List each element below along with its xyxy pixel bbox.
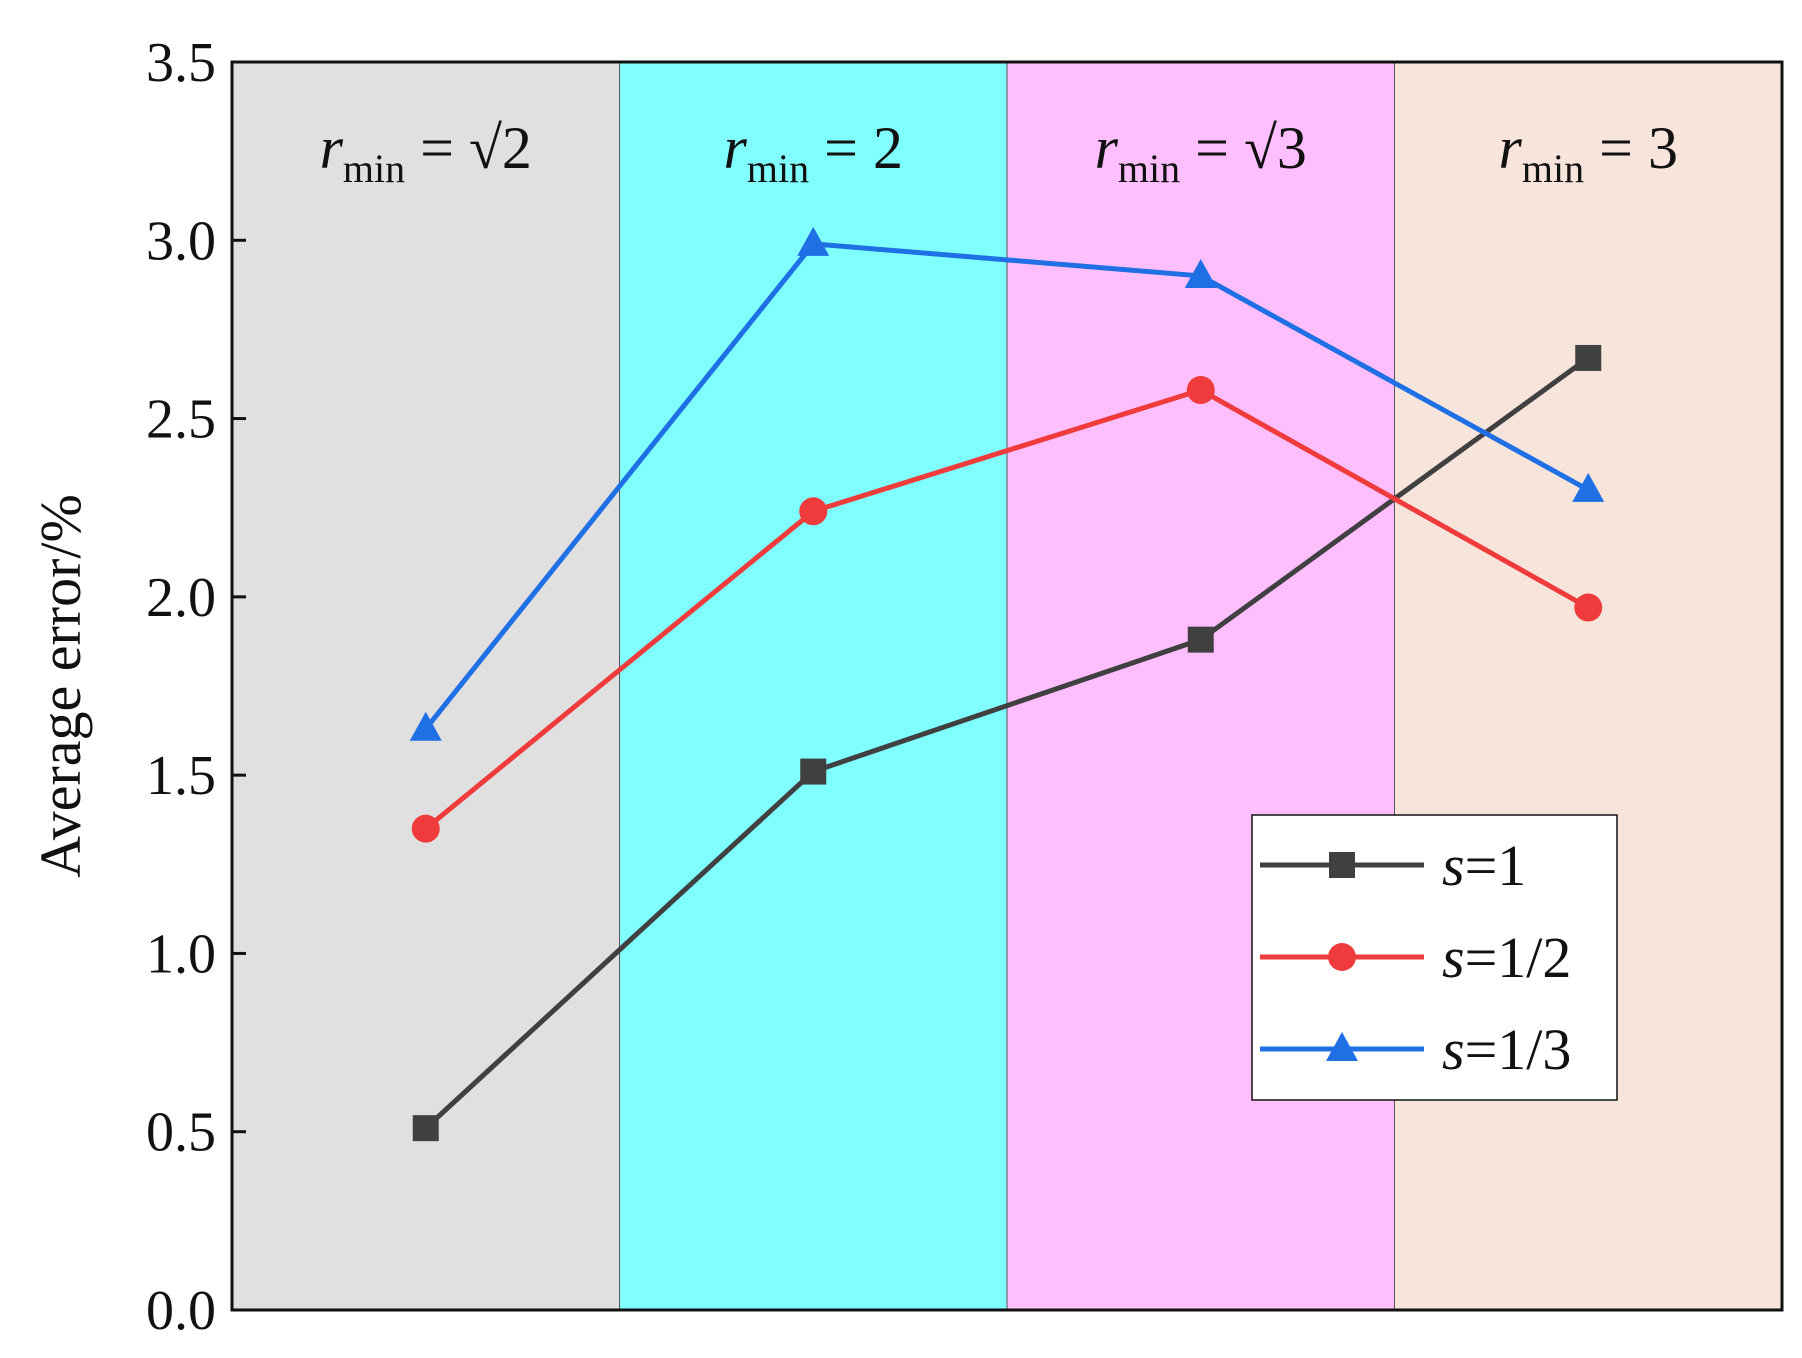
series-1-point-0 [411, 814, 440, 843]
legend-label-rest: =1/2 [1465, 925, 1572, 990]
series-0-point-0 [412, 1115, 439, 1142]
legend-label-rest: =1/3 [1465, 1017, 1572, 1082]
band-label-value: = √2 [405, 115, 532, 181]
band-labels: rmin = √2 rmin = 2 rmin = √3 rmin = 3 [320, 115, 1678, 191]
legend-label-1: s=1/2 [1442, 925, 1571, 990]
legend-label-2: s=1/3 [1442, 1017, 1571, 1082]
series-line-2 [423, 241, 1590, 731]
band-label-var: r [320, 115, 344, 181]
category-bands [231, 61, 1783, 1311]
y-tick-label-1: 0.5 [146, 1102, 216, 1164]
band-label-sub: min [1522, 146, 1584, 191]
plot-frame [230, 60, 1784, 1312]
band-label-sub: min [747, 146, 809, 191]
band-label-value: = √3 [1180, 115, 1307, 181]
legend-label-0: s=1 [1442, 833, 1526, 898]
band-label-value: = 2 [809, 115, 903, 181]
band-label-var: r [1095, 115, 1119, 181]
series-0-point-3 [1575, 344, 1602, 371]
series-line-1 [424, 387, 1590, 831]
series-2-point-0 [409, 711, 442, 741]
band-label-1: rmin = 2 [724, 115, 903, 191]
legend-marker-0 [1329, 852, 1355, 878]
y-axis: 0.0 0.5 1.0 1.5 2.0 2.5 3.0 3.5 [146, 32, 246, 1342]
legend-marker-1 [1328, 943, 1356, 971]
series-2 [409, 226, 1605, 741]
legend: s=1s=1/2s=1/3 [1251, 814, 1618, 1101]
band-label-3: rmin = 3 [1499, 115, 1678, 191]
band-0 [231, 61, 620, 1311]
y-tick-label-2: 1.0 [146, 923, 216, 985]
legend-label-rest: =1 [1465, 833, 1527, 898]
legend-marker-2 [1326, 1032, 1358, 1061]
band-3 [1394, 61, 1783, 1311]
y-tick-label-6: 3.0 [146, 210, 216, 272]
band-label-0: rmin = √2 [320, 115, 532, 191]
band-label-sub: min [1118, 146, 1180, 191]
y-axis-label: Average error/% [28, 494, 93, 878]
y-tick-label-3: 1.5 [146, 745, 216, 807]
y-tick-label-0: 0.0 [146, 1280, 216, 1342]
band-1 [619, 61, 1008, 1311]
series-2-point-1 [797, 226, 830, 256]
series-1-point-3 [1574, 593, 1603, 622]
y-tick-label-5: 2.5 [146, 389, 216, 451]
band-label-var: r [1499, 115, 1523, 181]
band-label-sub: min [343, 146, 405, 191]
band-label-var: r [724, 115, 748, 181]
y-tick-label-4: 2.0 [146, 567, 216, 629]
series-2-point-2 [1184, 258, 1217, 288]
series-2-point-3 [1572, 472, 1605, 502]
band-label-value: = 3 [1584, 115, 1678, 181]
data-series [409, 226, 1605, 1142]
series-1-point-1 [799, 497, 828, 526]
legend-label-var: s [1442, 1017, 1465, 1082]
series-0-point-1 [800, 758, 827, 785]
legend-label-var: s [1442, 925, 1465, 990]
series-1-point-2 [1186, 376, 1215, 405]
y-tick-label-7: 3.5 [146, 32, 216, 94]
band-label-2: rmin = √3 [1095, 115, 1307, 191]
series-1 [411, 376, 1603, 843]
legend-label-var: s [1442, 833, 1465, 898]
series-0-point-2 [1187, 626, 1214, 653]
